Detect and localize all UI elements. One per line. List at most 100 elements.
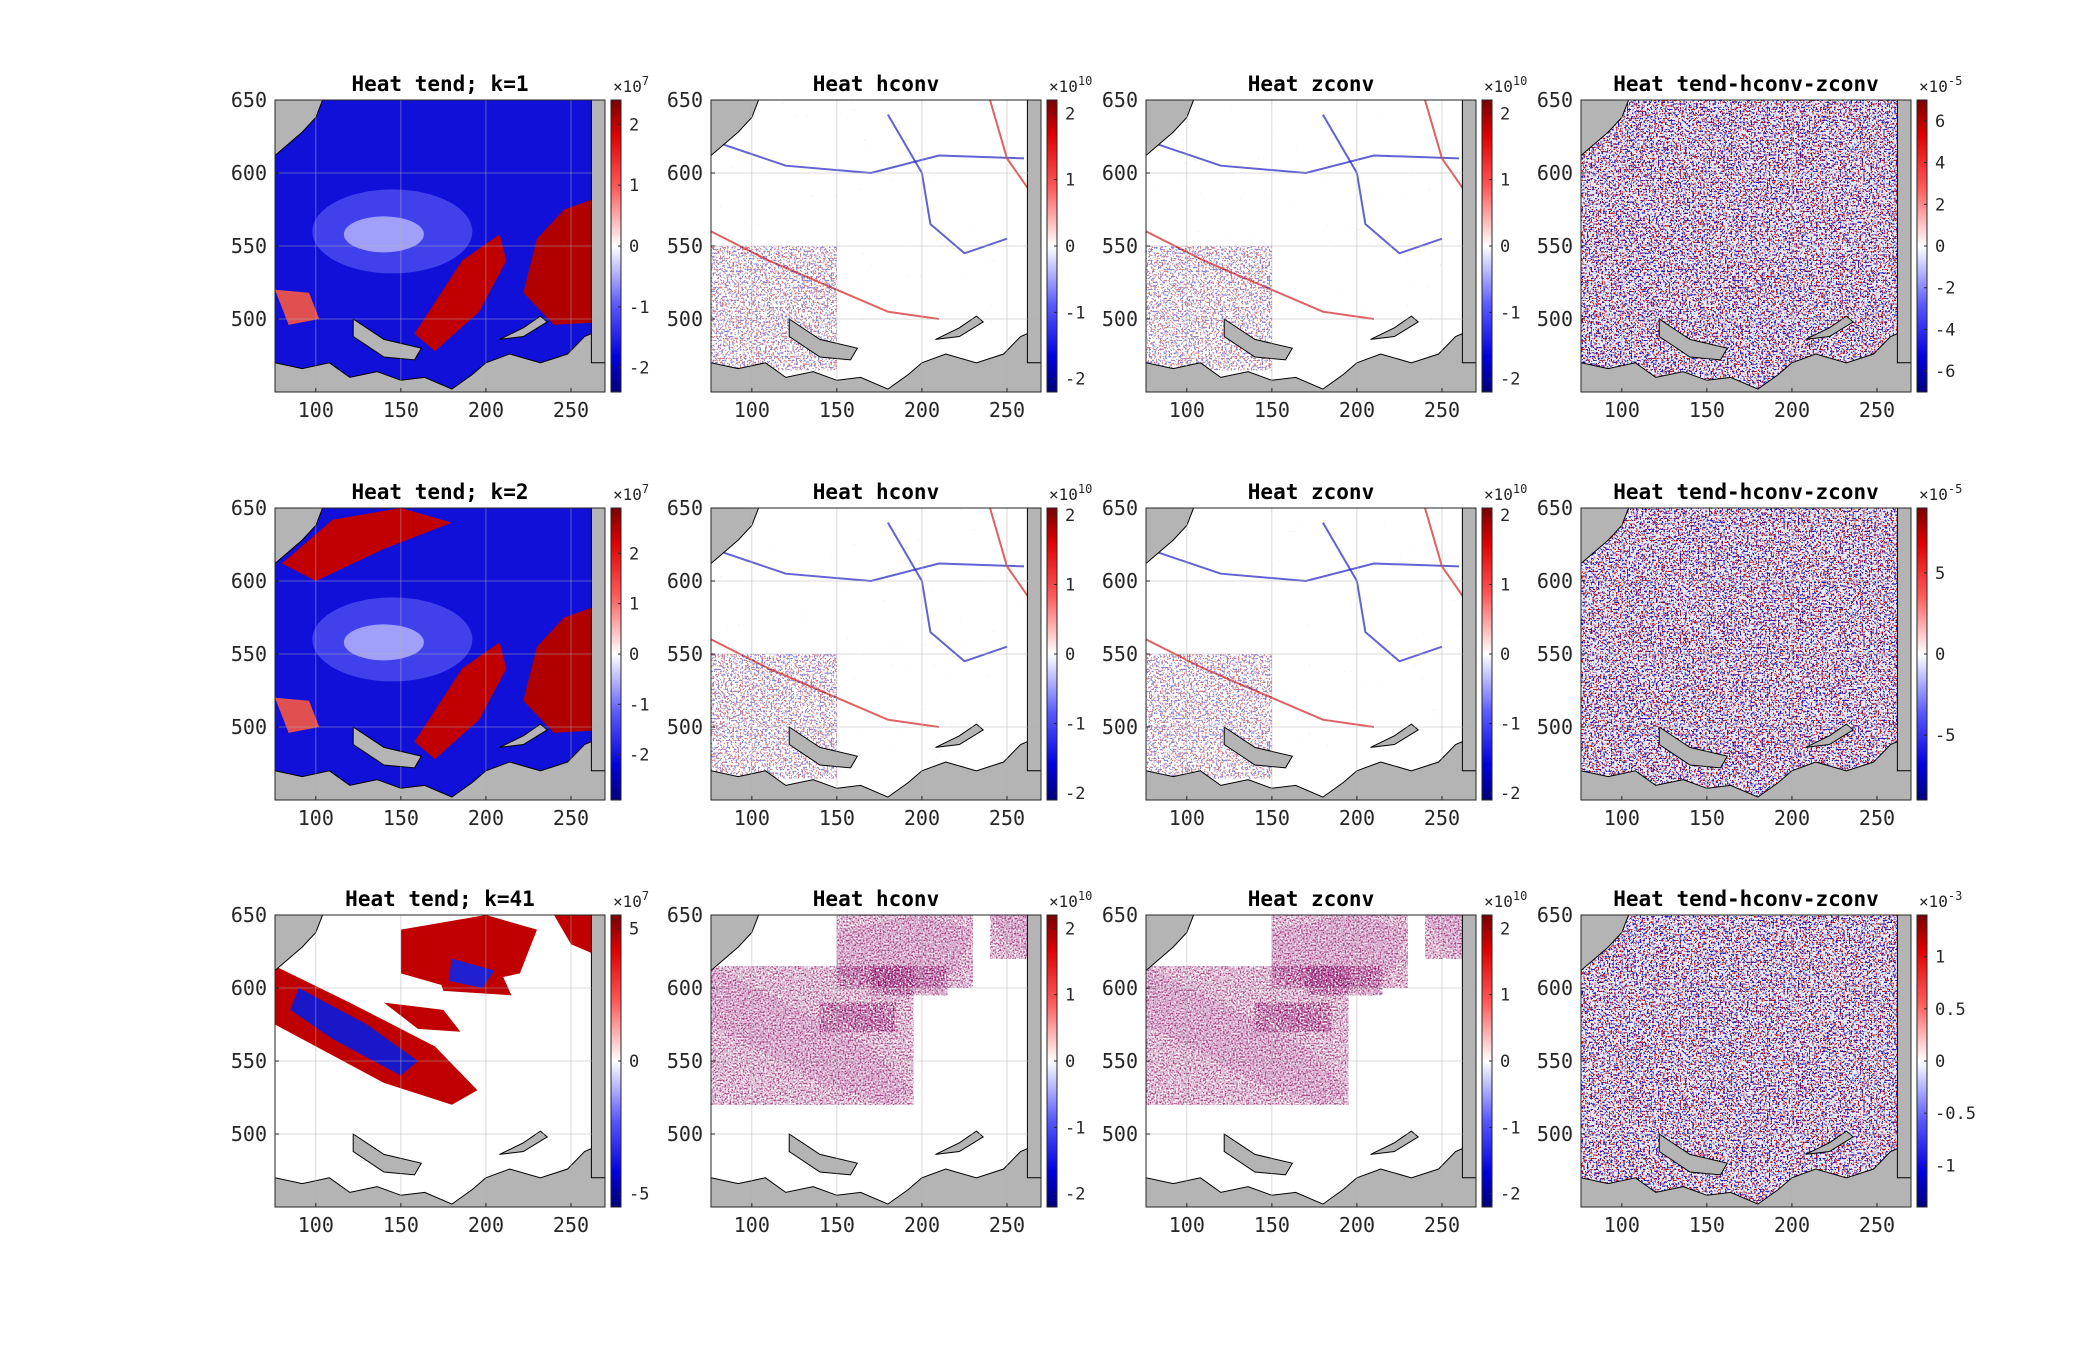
x-tick-label: 150 bbox=[819, 806, 855, 830]
x-tick-label: 150 bbox=[819, 398, 855, 422]
subplot-title: Heat hconv bbox=[813, 887, 939, 911]
colorbar-tick-label: 0 bbox=[1065, 645, 1075, 665]
colorbar-tick-label: 0 bbox=[629, 645, 639, 665]
x-tick-label: 200 bbox=[1339, 398, 1375, 422]
colorbar-exponent: ×10-5 bbox=[1919, 482, 1962, 504]
colorbar-power: 10 bbox=[1513, 889, 1527, 903]
y-tick-label: 500 bbox=[1537, 1122, 1573, 1146]
subplot-title: Heat tend-hconv-zconv bbox=[1613, 72, 1879, 96]
y-tick-label: 500 bbox=[231, 1122, 267, 1146]
colorbar-tick-label: 0 bbox=[1500, 645, 1510, 665]
weak-region bbox=[343, 624, 424, 661]
colorbar-tick-label: 2 bbox=[1935, 195, 1945, 215]
land-mask bbox=[275, 1142, 605, 1207]
x-tick-label: 100 bbox=[1604, 1213, 1640, 1237]
island-mask bbox=[1223, 726, 1294, 769]
land-mask bbox=[1146, 327, 1476, 392]
x-tick-label: 100 bbox=[734, 806, 770, 830]
colorbar-tick-label: 0 bbox=[1935, 1052, 1945, 1072]
y-tick-label: 550 bbox=[1537, 1049, 1573, 1073]
x-tick-label: 250 bbox=[1859, 806, 1895, 830]
subplot-6: 100 150 200 250 500 550 600 650 Heat hconv -2 -1 0 1… bbox=[667, 480, 1092, 830]
colorbar-tick-label: -5 bbox=[629, 1185, 649, 1205]
flux-streak bbox=[887, 522, 1008, 663]
x-tick-label: 150 bbox=[1689, 1213, 1725, 1237]
colorbar-tick-label: -2 bbox=[629, 359, 649, 379]
x-tick-label: 200 bbox=[904, 398, 940, 422]
x-tick-label: 200 bbox=[904, 806, 940, 830]
subplot-title: Heat tend; k=41 bbox=[345, 887, 535, 911]
y-tick-label: 550 bbox=[231, 234, 267, 258]
colorbar-exponent: ×107 bbox=[613, 889, 649, 911]
x-tick-label: 150 bbox=[1254, 1213, 1290, 1237]
y-tick-label: 550 bbox=[1537, 642, 1573, 666]
land-mask bbox=[1896, 915, 1911, 1179]
x-tick-label: 250 bbox=[553, 806, 589, 830]
x-tick-label: 150 bbox=[1689, 398, 1725, 422]
y-tick-label: 550 bbox=[667, 1049, 703, 1073]
island-mask bbox=[1658, 726, 1729, 769]
positive-region bbox=[275, 697, 320, 733]
land-mask bbox=[590, 100, 605, 364]
y-tick-label: 500 bbox=[1102, 715, 1138, 739]
colorbar-tick-label: -1 bbox=[1500, 303, 1520, 323]
x-tick-label: 200 bbox=[1774, 806, 1810, 830]
y-tick-label: 650 bbox=[667, 903, 703, 927]
x-tick-label: 100 bbox=[1604, 806, 1640, 830]
colorbar-multiplier: ×10 bbox=[1484, 77, 1513, 96]
island-mask bbox=[1658, 318, 1729, 361]
land-mask bbox=[1896, 100, 1911, 364]
y-tick-label: 600 bbox=[1537, 976, 1573, 1000]
y-tick-label: 650 bbox=[1102, 496, 1138, 520]
colorbar-multiplier: ×10 bbox=[1049, 77, 1078, 96]
subplot-10: 100 150 200 250 500 550 600 650 Heat hconv -2 -1 0 1… bbox=[667, 887, 1092, 1237]
x-tick-label: 250 bbox=[1859, 398, 1895, 422]
colorbar-tick-label: 1 bbox=[1500, 575, 1510, 595]
colorbar-tick-label: 2 bbox=[1500, 104, 1510, 124]
y-tick-label: 550 bbox=[667, 642, 703, 666]
positive-region bbox=[414, 234, 507, 352]
colorbar-tick-label: 2 bbox=[1065, 104, 1075, 124]
subplot-4: 100 150 200 250 500 550 600 650 Heat tend-hconv-… bbox=[1537, 72, 1962, 422]
subplot-9: 100 150 200 250 500 550 600 650 Heat tend; k=41 -… bbox=[231, 887, 650, 1237]
land-mask bbox=[1026, 508, 1041, 772]
x-tick-label: 150 bbox=[1689, 806, 1725, 830]
land-mask bbox=[1581, 508, 1630, 565]
active-noise bbox=[1271, 915, 1408, 988]
colorbar-power: -3 bbox=[1948, 889, 1962, 903]
colorbar-power: -5 bbox=[1948, 482, 1962, 496]
y-tick-label: 650 bbox=[667, 496, 703, 520]
colorbar-multiplier: ×10 bbox=[1484, 892, 1513, 911]
land-mask bbox=[1461, 100, 1476, 364]
colorbar-exponent: ×1010 bbox=[1484, 889, 1527, 911]
colorbar-multiplier: ×10 bbox=[613, 77, 642, 96]
y-tick-label: 550 bbox=[231, 1049, 267, 1073]
y-tick-label: 550 bbox=[1102, 234, 1138, 258]
x-tick-label: 100 bbox=[734, 1213, 770, 1237]
colorbar-tick-label: -5 bbox=[1935, 726, 1955, 746]
colorbar-tick-label: 0 bbox=[1065, 1052, 1075, 1072]
x-tick-label: 250 bbox=[1424, 398, 1460, 422]
colorbar-tick-label: 0 bbox=[1935, 645, 1945, 665]
colorbar-exponent: ×1010 bbox=[1049, 74, 1092, 96]
colorbar-tick-label: 2 bbox=[629, 544, 639, 564]
positive-region bbox=[281, 508, 452, 581]
land-mask bbox=[1581, 915, 1630, 972]
subplot-title: Heat hconv bbox=[813, 72, 939, 96]
active-noise bbox=[836, 915, 973, 988]
y-tick-label: 600 bbox=[1102, 976, 1138, 1000]
x-tick-label: 150 bbox=[383, 398, 419, 422]
colorbar-tick-label: 0.5 bbox=[1935, 1000, 1966, 1020]
x-tick-label: 150 bbox=[383, 1213, 419, 1237]
land-mask bbox=[1146, 735, 1476, 800]
y-tick-label: 500 bbox=[667, 715, 703, 739]
land-mask bbox=[1026, 915, 1041, 1179]
x-tick-label: 100 bbox=[1169, 1213, 1205, 1237]
colorbar-tick-label: -2 bbox=[1065, 1185, 1085, 1205]
x-tick-label: 100 bbox=[1604, 398, 1640, 422]
x-tick-label: 100 bbox=[1169, 806, 1205, 830]
x-tick-label: 250 bbox=[553, 398, 589, 422]
land-mask bbox=[1896, 508, 1911, 772]
y-tick-label: 600 bbox=[231, 976, 267, 1000]
colorbar-tick-label: 2 bbox=[1500, 506, 1510, 526]
